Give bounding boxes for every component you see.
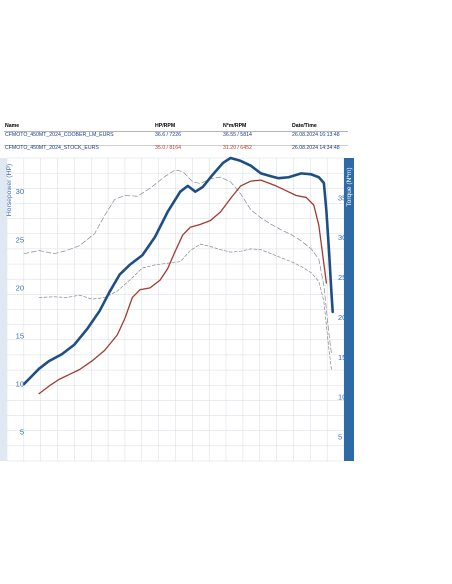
- y-tick-label: 20: [16, 283, 24, 292]
- legend-run-hp-rpm: 35.0 / 8164: [155, 145, 181, 151]
- legend-header-row: Name HP/RPM N*m/RPM Date/Time: [4, 123, 348, 132]
- y2-tick-label: 25: [338, 273, 346, 282]
- legend-run-hp-rpm: 36.6 / 7226: [155, 132, 181, 138]
- legend-run-name: CFMOTO_450MT_2024_STOCK_EURS: [5, 145, 99, 151]
- y2-axis-label: Torque (N*m): [346, 167, 353, 206]
- legend-header-hp-rpm: HP/RPM: [155, 123, 176, 129]
- y2-tick-label: 15: [338, 353, 346, 362]
- y-tick-label: 30: [16, 187, 24, 196]
- y2-tick-label: 35: [338, 193, 346, 202]
- y-tick-label: 10: [16, 380, 24, 389]
- y2-tick-label: 5: [338, 433, 342, 442]
- y-axis-label: Horsepower (HP): [6, 164, 13, 217]
- torque-series-line: [23, 169, 332, 354]
- left-axis: Horsepower (HP): [0, 158, 13, 461]
- legend-run-name: CFMOTO_450MT_2024_COOBER_LM_EURS: [5, 132, 114, 138]
- torque-series-line: [38, 243, 332, 370]
- series-group: [22, 156, 334, 395]
- legend-run-nm-rpm: 31.20 / 6452: [223, 145, 252, 151]
- legend-header-date: Date/Time: [292, 123, 317, 129]
- hp-series-line: [38, 179, 328, 395]
- dyno-chart: Horsepower (HP) Torque (N*m) 5 10 15 20 25 30…: [0, 155, 360, 465]
- grid: [6, 157, 345, 462]
- left-axis-band: [0, 158, 7, 461]
- legend-row[interactable]: CFMOTO_450MT_2024_STOCK_EURS 35.0 / 8164…: [4, 145, 348, 158]
- y2-tick-label: 30: [338, 233, 346, 242]
- y-tick-label: 25: [16, 235, 24, 244]
- right-axis-band: [344, 158, 354, 461]
- y2-tick-label: 20: [338, 313, 346, 322]
- y-tick-label: 5: [20, 428, 24, 437]
- legend-header-nm-rpm: N*m/RPM: [223, 123, 247, 129]
- legend-run-date: 26.08.2024 16:13:48: [292, 132, 340, 138]
- tick-labels: 5 10 15 20 25 30 5 10 15 20 25 30 35: [16, 187, 347, 441]
- legend-run-nm-rpm: 36.55 / 5814: [223, 132, 252, 138]
- right-axis: Torque (N*m): [344, 158, 354, 461]
- y-tick-label: 15: [16, 331, 24, 340]
- hp-series-line: [22, 156, 334, 386]
- legend-run-date: 26.08.2024 14:34:48: [292, 145, 340, 151]
- y2-tick-label: 10: [338, 393, 346, 402]
- legend-header-name: Name: [5, 123, 20, 129]
- dyno-chart-svg: Horsepower (HP) Torque (N*m) 5 10 15 20 25 30…: [0, 156, 354, 462]
- legend-row[interactable]: CFMOTO_450MT_2024_COOBER_LM_EURS 36.6 / …: [4, 132, 348, 146]
